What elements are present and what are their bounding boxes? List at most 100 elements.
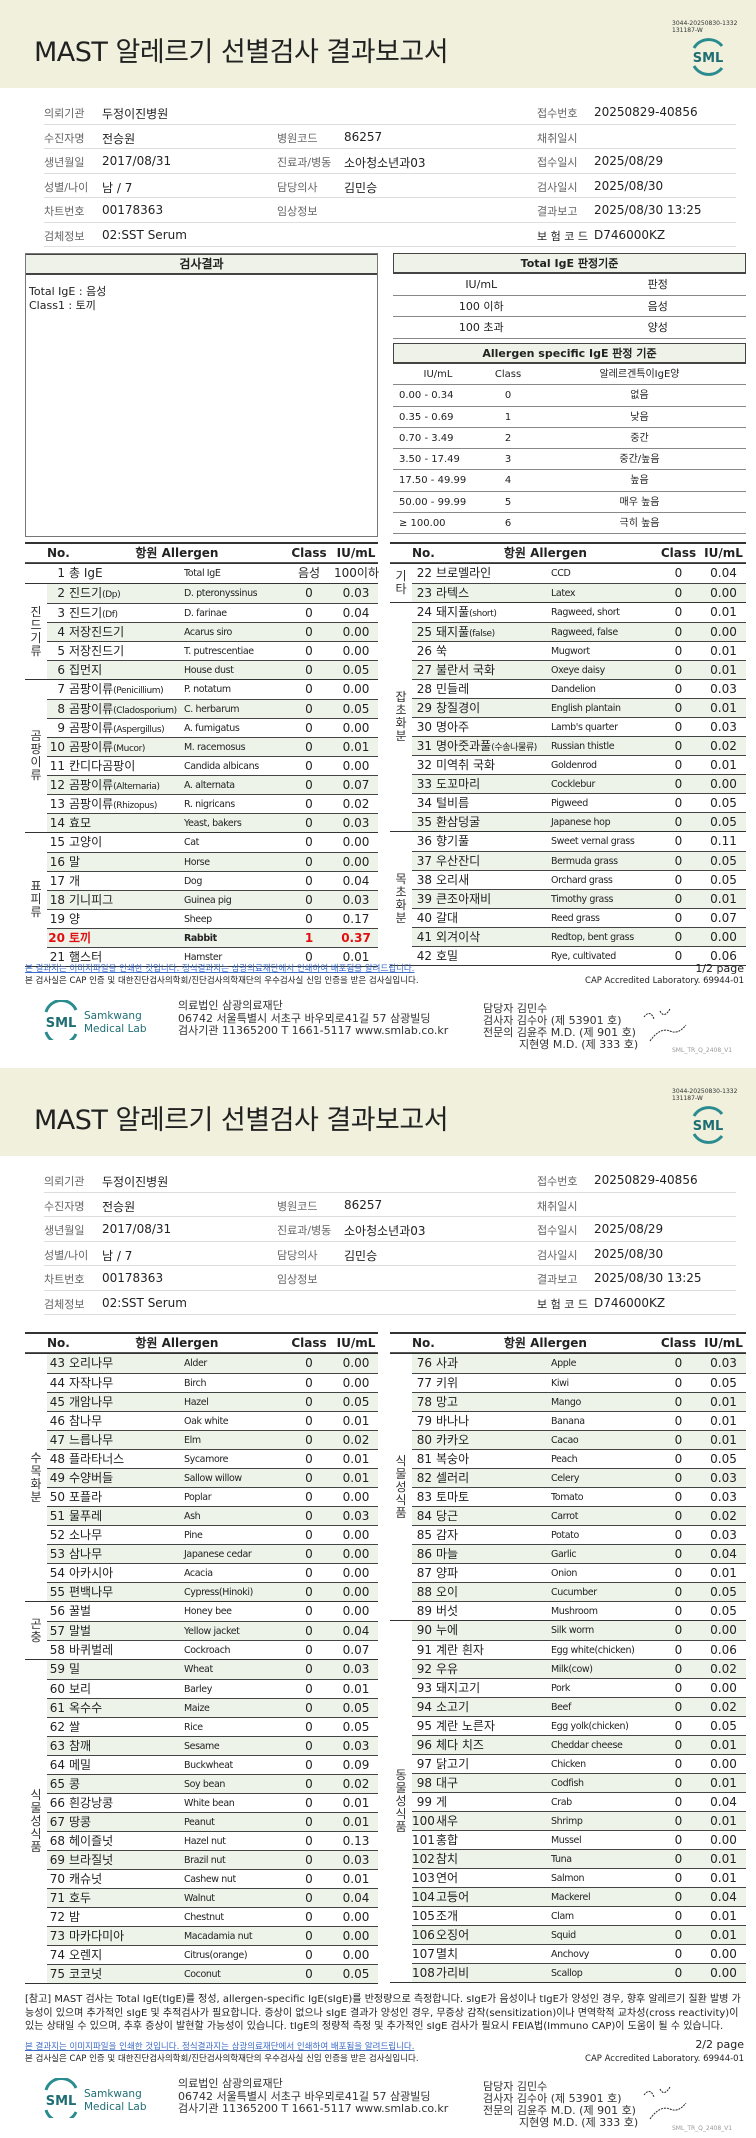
allergen-table-right: No. 항원 Allergen Class IU/mL 기타 22 브로멜라인 CCD 0 0.0… (390, 542, 746, 966)
allergen-row: 39 큰조아재비 Timothy grass 0 0.01 (412, 889, 746, 908)
allergen-no: 85 (416, 1528, 432, 1542)
allergen-name-en: Lamb's quarter (551, 722, 618, 733)
allergen-name-ko-text: 호두 (69, 1891, 92, 1905)
allergen-name-ko-text: 기니피그 (69, 893, 114, 907)
allergen-row: 94 소고기 Beef 0 0.02 (412, 1697, 746, 1716)
allergen-name-ko-text: 삼나무 (69, 1547, 103, 1561)
allergen-name-ko-text: 명아줏과풀 (436, 739, 492, 753)
allergen-row: 63 참깨 Sesame 0 0.03 (47, 1736, 378, 1755)
insurance-value: D746000KZ (594, 227, 666, 242)
allergen-iu: 0.07 (710, 911, 737, 925)
allergen-name-ko: 코코넛 (69, 1965, 184, 1983)
allergen-name-en: Rye, cultivated (551, 951, 616, 962)
allergen-name-ko: 감자 (436, 1526, 551, 1544)
allergen-group: 동물성식품 90 누에 Silk worm 0 0.00 91 계란 흰자 Egg white(… (390, 1620, 746, 1982)
criteria-cell: 1 (504, 411, 512, 423)
allergen-iu: 0.05 (710, 854, 737, 868)
allergen-iu: 0.01 (710, 1738, 737, 1752)
allergen-name-ko-text: 마늘 (436, 1547, 459, 1561)
allergen-class: 0 (674, 796, 683, 810)
allergen-class: 0 (305, 1891, 313, 1905)
print-notice: 본 결과지는 이미지파일을 인쇄한 것입니다. 정식결과지는 삼광의료재단에서 … (25, 2042, 415, 2052)
allergen-name-en: Yellow jacket (184, 1626, 240, 1637)
allergen-group: 진드기류 2 진드기(Dp) D. pteronyssinus 0 0.03 3 진드기(Df… (25, 583, 378, 679)
allergen-name-ko-sub: (Dp) (102, 590, 121, 600)
print-notice: 본 결과지는 이미지파일을 인쇄한 것입니다. 정식결과지는 삼광의료재단에서 … (25, 964, 415, 974)
allergen-name-ko-text: 라텍스 (436, 586, 470, 600)
allergen-name-ko: 오리새 (436, 871, 551, 889)
allergen-table-left: No. 항원 Allergen Class IU/mL 수목화분 43 오리나무 Alder 0… (25, 1332, 378, 1984)
allergen-name-ko-text: 마카다미아 (69, 1929, 125, 1943)
allergen-row: 48 플라타너스 Sycamore 0 0.01 (47, 1449, 378, 1468)
specific-ige-criteria: Allergen specific IgE 판정 기준 IU/mL Class 알레… (393, 343, 746, 535)
signer: 전문의 김윤주 M.D. (제 901 호) (483, 2104, 636, 2117)
birth-value: 2017/08/31 (102, 154, 172, 168)
allergen-class: 0 (674, 758, 683, 772)
allergen-row: 32 미역취 국화 Goldenrod 0 0.01 (412, 755, 746, 774)
allergen-name-ko: 쌀 (69, 1718, 184, 1736)
allergen-name-ko-text: 고등어 (436, 1890, 470, 1904)
allergen-no: 54 (49, 1566, 65, 1580)
header-no: No. (412, 1336, 435, 1350)
allergen-name-ko: 캐슈넛 (69, 1870, 184, 1888)
allergen-name-ko-text: 고양이 (69, 835, 103, 849)
allergen-name-ko-text: 자작나무 (69, 1376, 114, 1390)
allergen-row: 49 수양버들 Sallow willow 0 0.01 (47, 1468, 378, 1487)
allergen-name-ko: 호두 (69, 1889, 184, 1907)
allergen-name-ko-text: 브라질넛 (69, 1853, 114, 1867)
group-rows: 15 고양이 Cat 0 0.00 16 말 Horse 0 0.00 17 개 Dog 0 0.04 18 기… (47, 833, 378, 966)
group-rows: 90 누에 Silk worm 0 0.00 91 계란 흰자 Egg white(chick… (412, 1621, 746, 1982)
allergen-name-ko: 편백나무 (69, 1583, 184, 1601)
allergen-iu: 100이하 (334, 566, 379, 580)
allergen-class: 0 (674, 1452, 683, 1466)
allergen-name-ko: 저장진드기 (69, 623, 184, 641)
allergen-name-ko: 토끼 (69, 929, 184, 947)
label: 진료과/병동 (277, 1224, 332, 1237)
allergen-name-ko: 브라질넛 (69, 1851, 184, 1869)
category-label: 잡초화분 (390, 603, 412, 831)
allergen-class: 0 (674, 1719, 683, 1733)
group-rows: 56 꿀벌 Honey bee 0 0.00 57 말벌 Yellow jacket 0 0.04… (47, 1602, 378, 1659)
allergen-name-en: Citrus(orange) (184, 1950, 248, 1961)
allergen-class: 0 (305, 835, 313, 849)
allergen-no: 42 (416, 949, 432, 963)
allergen-name-en: Birch (184, 1378, 207, 1389)
institution-value: 두정이진병원 (102, 107, 169, 121)
allergen-iu: 0.00 (710, 1833, 737, 1847)
group-rows: 22 브로멜라인 CCD 0 0.04 23 라텍스 Latex 0 0.00 (412, 564, 746, 602)
report-time-value: 2025/08/30 13:25 (594, 1271, 702, 1285)
allergen-name-ko-text: 헤이즐넛 (69, 1834, 114, 1848)
allergen-row: 90 누에 Silk worm 0 0.00 (412, 1621, 746, 1640)
allergen-name-en: Reed grass (551, 913, 600, 924)
allergen-iu: 0.01 (710, 1414, 737, 1428)
allergen-name-ko: 우유 (436, 1660, 551, 1678)
org-address: 06742 서울특별시 서초구 바우뫼로41길 57 삼광빌딩 (178, 1011, 431, 1025)
criteria-cell: 극히 높음 (619, 518, 660, 530)
allergen-name-en: A. fumigatus (184, 723, 240, 734)
allergen-row: 27 불란서 국화 Oxeye daisy 0 0.01 (412, 660, 746, 679)
allergen-no: 87 (416, 1566, 432, 1580)
allergen-no: 102 (412, 1852, 435, 1866)
allergen-iu: 0.00 (342, 759, 370, 773)
label: 접수일시 (537, 1224, 578, 1237)
allergen-iu: 0.00 (710, 586, 737, 600)
allergen-row: 74 오렌지 Citrus(orange) 0 0.00 (47, 1945, 378, 1964)
allergen-name-ko: 오리나무 (69, 1354, 184, 1373)
allergen-class: 0 (674, 1681, 683, 1695)
allergen-class: 0 (305, 740, 313, 754)
svg-text:SML: SML (46, 2094, 77, 2109)
allergen-name-ko-text: 플라타너스 (69, 1452, 125, 1466)
allergen-iu: 0.01 (342, 740, 370, 754)
test-date-value: 2025/08/30 (594, 1246, 664, 1261)
allergen-no: 18 (49, 893, 65, 907)
report-page-1: MAST 알레르기 선별검사 결과보고서 3044-20250830-1332 1… (0, 0, 756, 1054)
allergen-name-ko: 당근 (436, 1507, 551, 1525)
allergen-name-ko-text: 바퀴벌레 (69, 1643, 114, 1657)
allergen-name-ko: 계란 흰자 (436, 1641, 551, 1659)
allergen-name-ko-text: 감자 (436, 1528, 459, 1542)
allergen-iu: 0.02 (342, 1433, 370, 1447)
allergen-name-ko: 호밀 (436, 947, 551, 965)
allergen-no: 53 (49, 1547, 65, 1561)
allergen-name-ko: 홍합 (436, 1831, 551, 1849)
allergen-name-ko: 곰팡이류(Cladosporium) (69, 700, 184, 718)
